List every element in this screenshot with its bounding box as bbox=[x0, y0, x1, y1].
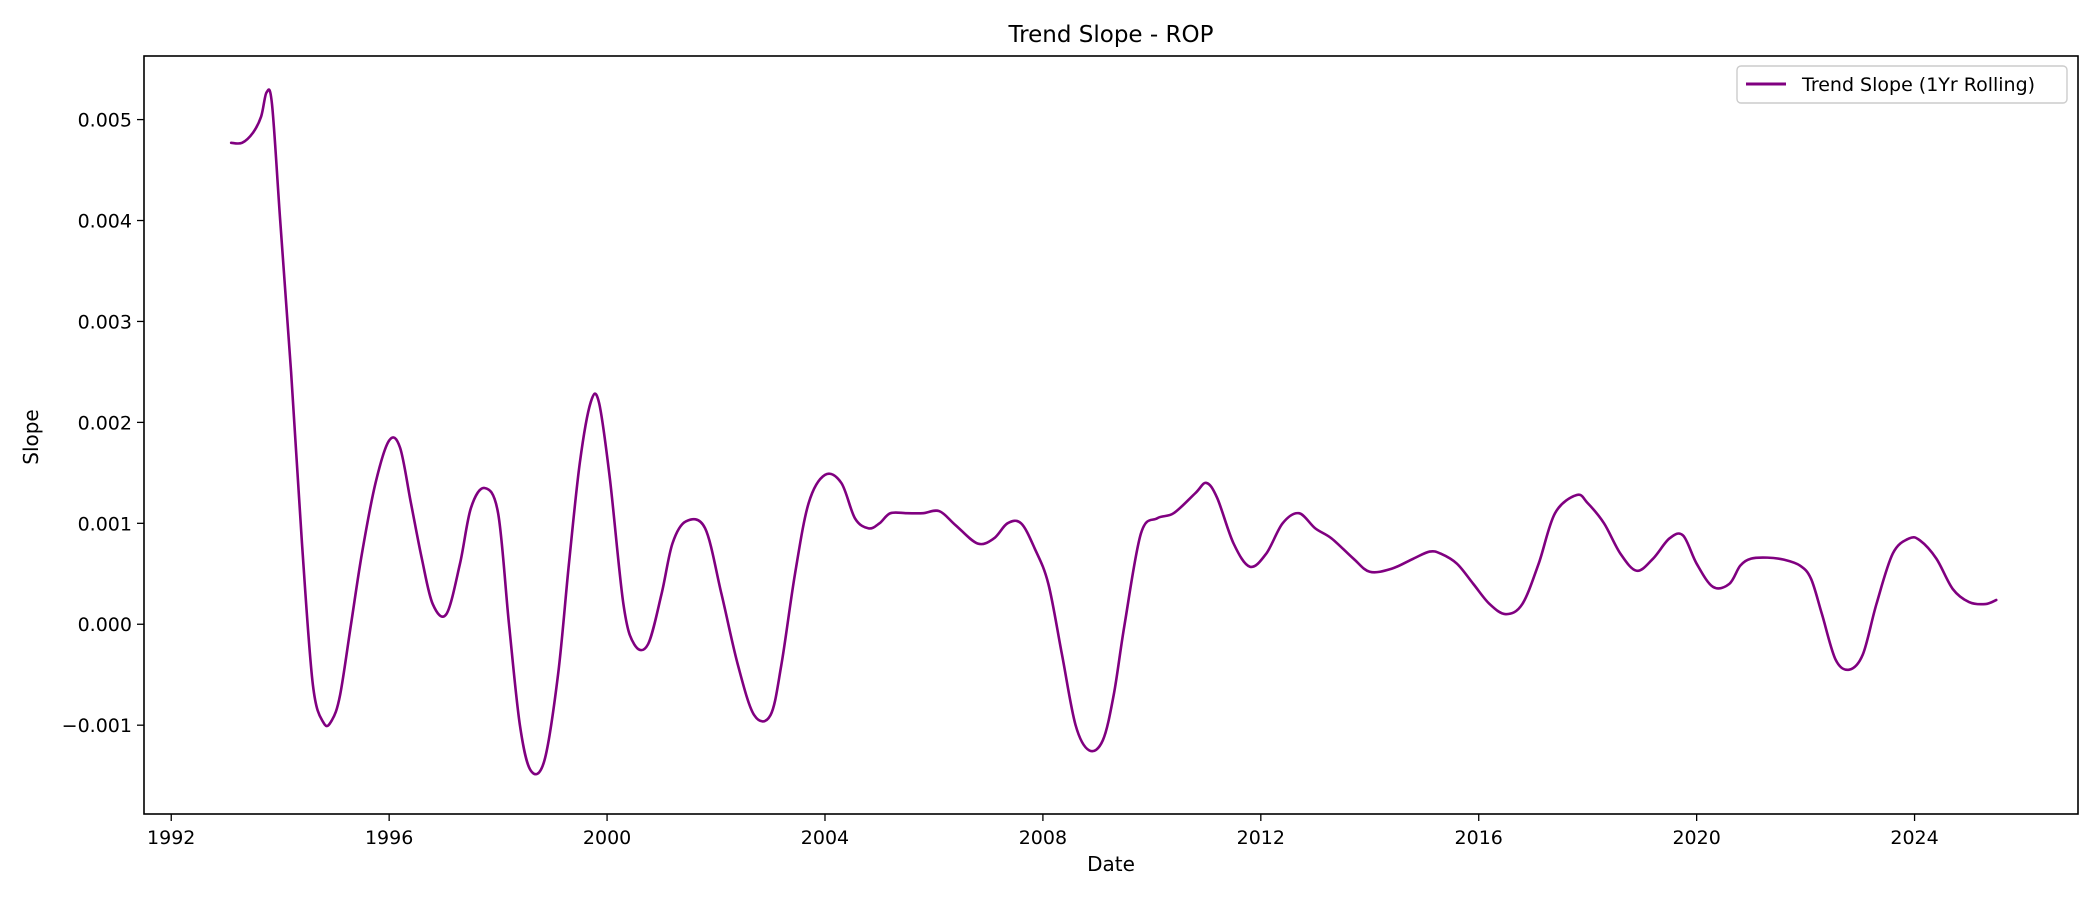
x-axis-ticks: 1992 1996 2000 2004 2008 2012 2016 2020 2024 bbox=[147, 814, 1939, 849]
legend-box bbox=[1736, 65, 2068, 104]
legend: Trend Slope (1Yr Rolling) bbox=[1736, 65, 2068, 104]
plot-frame bbox=[143, 55, 2079, 815]
x-tick-label: 2016 bbox=[1455, 827, 1503, 849]
x-tick-label: 2008 bbox=[1019, 827, 1067, 849]
legend-label: Trend Slope (1Yr Rolling) bbox=[1801, 74, 2035, 96]
x-tick-label: 2000 bbox=[583, 827, 631, 849]
x-tick-label: 2004 bbox=[801, 827, 849, 849]
x-axis-label: Date bbox=[1087, 852, 1135, 876]
y-tick-label: 0.002 bbox=[78, 412, 132, 434]
y-tick-label: 0.001 bbox=[78, 513, 132, 535]
series-line-trend-slope bbox=[229, 88, 1998, 776]
x-tick-label: 2020 bbox=[1672, 827, 1720, 849]
y-tick-label: −0.001 bbox=[62, 715, 132, 737]
y-tick-label: 0.003 bbox=[78, 311, 132, 333]
x-tick-label: 2024 bbox=[1890, 827, 1938, 849]
y-tick-label: 0.000 bbox=[78, 614, 132, 636]
x-tick-label: 1992 bbox=[147, 827, 195, 849]
y-tick-label: 0.004 bbox=[78, 211, 132, 233]
chart-title: Trend Slope - ROP bbox=[1008, 22, 1214, 48]
y-axis-ticks: −0.001 0.000 0.001 0.002 0.003 0.004 0.005 bbox=[62, 110, 144, 737]
x-tick-label: 1996 bbox=[365, 827, 413, 849]
y-axis-label: Slope bbox=[19, 409, 43, 465]
x-tick-label: 2012 bbox=[1237, 827, 1285, 849]
y-tick-label: 0.005 bbox=[78, 110, 132, 132]
series-layer bbox=[229, 88, 1998, 776]
